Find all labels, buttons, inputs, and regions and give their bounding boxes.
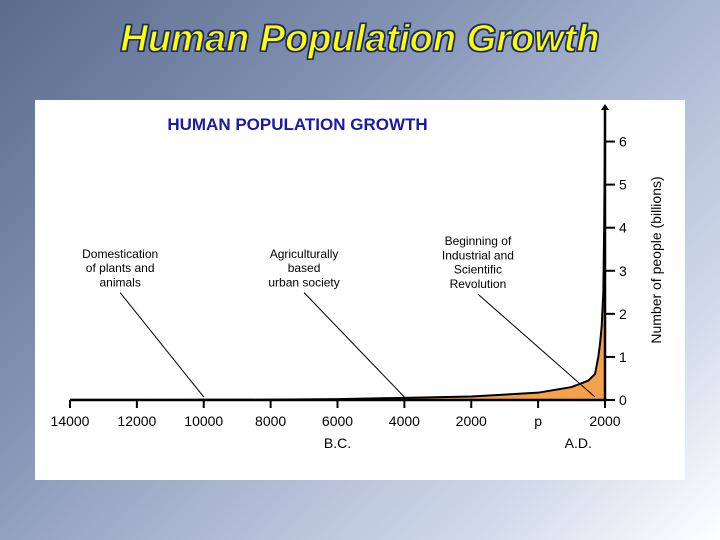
slide: Human Population Growth HUMAN POPULATION… [0, 0, 720, 540]
annotation-leader [478, 294, 595, 397]
chart-title: HUMAN POPULATION GROWTH [167, 115, 427, 134]
x-tick-label: 2000 [456, 413, 487, 429]
annotation-leader [120, 293, 204, 397]
x-tick-label: 8000 [255, 413, 286, 429]
x-tick-label: 2000 [589, 413, 620, 429]
annotation-label: of plants and [86, 261, 155, 275]
slide-title: Human Population Growth [0, 18, 720, 61]
annotation-label: Scientific [454, 263, 502, 277]
annotation-label: Agriculturally [270, 247, 339, 261]
x-tick-label: 10000 [184, 413, 223, 429]
y-tick-label: 2 [619, 306, 627, 322]
y-tick-label: 6 [619, 134, 627, 150]
population-chart: HUMAN POPULATION GROWTH14000120001000080… [35, 100, 685, 480]
x-tick-label: 6000 [322, 413, 353, 429]
era-label: A.D. [565, 435, 592, 451]
y-axis-arrow-icon [601, 104, 609, 110]
annotation-label: Revolution [450, 277, 507, 291]
y-tick-label: 4 [619, 220, 627, 236]
y-tick-label: 0 [619, 392, 627, 408]
annotation-label: based [288, 261, 321, 275]
annotation-label: animals [99, 276, 140, 290]
annotation-label: urban society [268, 276, 339, 290]
y-axis-label: Number of people (billions) [648, 176, 664, 343]
annotation-label: Domestication [82, 247, 158, 261]
annotation-leader [304, 293, 404, 397]
era-label: B.C. [324, 435, 351, 451]
y-tick-label: 1 [619, 349, 627, 365]
x-tick-label: 14000 [51, 413, 90, 429]
x-tick-label: 12000 [117, 413, 156, 429]
annotation-label: Beginning of [445, 234, 512, 248]
y-tick-label: 3 [619, 263, 627, 279]
y-tick-label: 5 [619, 177, 627, 193]
x-tick-label: p [534, 413, 542, 429]
x-tick-label: 4000 [389, 413, 420, 429]
annotation-label: Industrial and [442, 248, 514, 262]
